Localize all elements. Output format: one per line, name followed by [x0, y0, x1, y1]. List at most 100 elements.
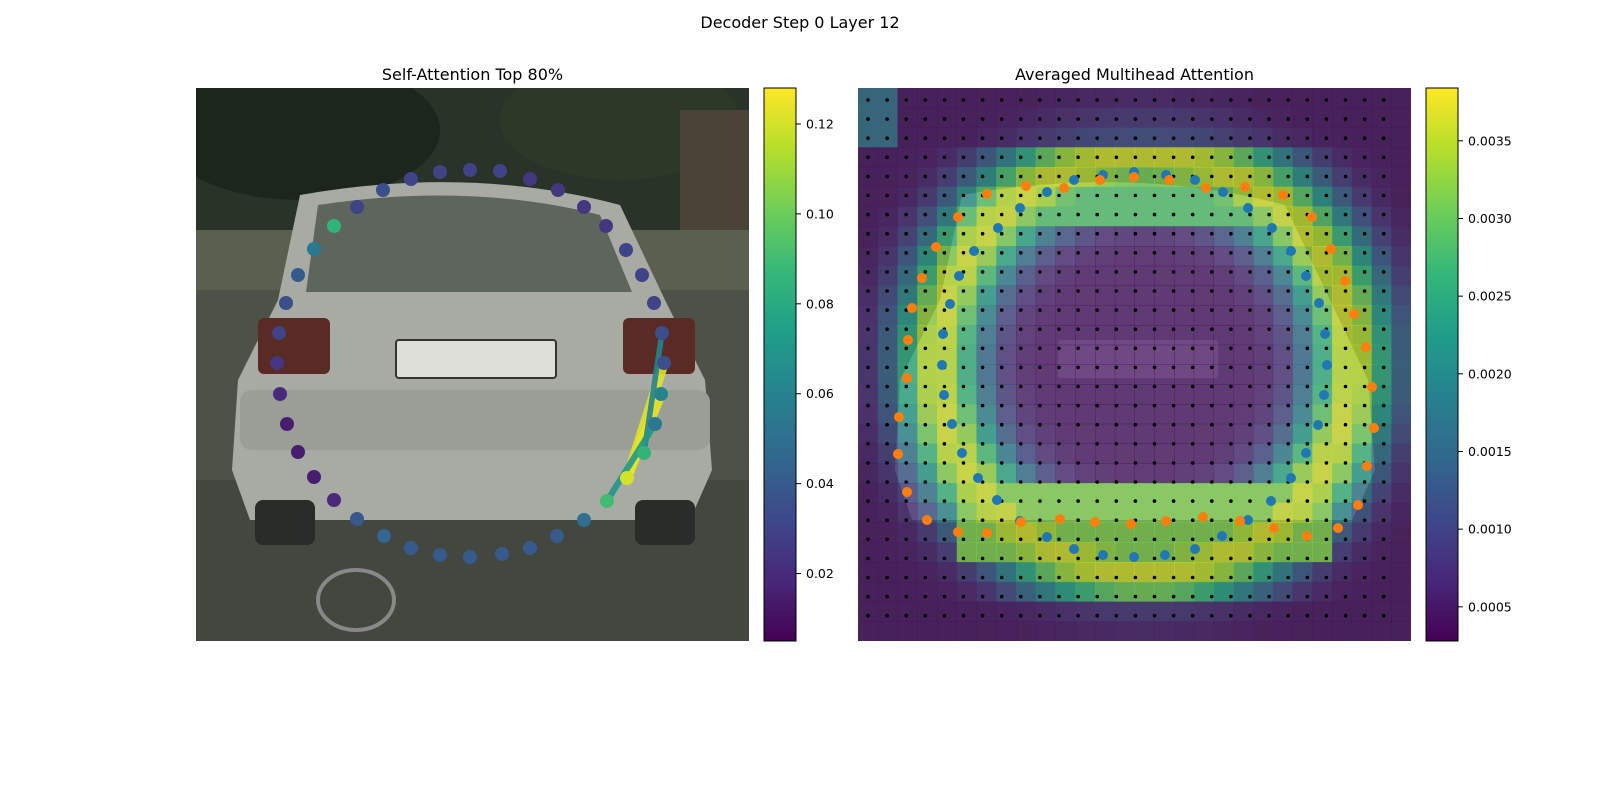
heatmap-cell	[1253, 364, 1274, 385]
grid-dot	[1057, 422, 1061, 427]
heatmap-cell	[1016, 581, 1037, 602]
heatmap-cell	[1371, 246, 1392, 267]
grid-dot	[1305, 384, 1310, 389]
heatmap-cell	[1233, 463, 1254, 484]
heatmap-cell	[1193, 246, 1214, 267]
heatmap-cell	[1075, 226, 1096, 247]
grid-dot	[1229, 308, 1233, 312]
grid-dot	[1133, 499, 1138, 503]
grid-dot	[1286, 289, 1290, 293]
reference-point	[947, 419, 957, 429]
grid-dot	[942, 518, 947, 522]
heatmap-cell	[877, 384, 898, 405]
grid-dot	[1267, 193, 1271, 198]
grid-dot	[1019, 231, 1023, 236]
heatmap-cell	[996, 167, 1017, 188]
heatmap-cell	[1391, 483, 1411, 504]
grid-dot	[980, 442, 985, 446]
heatmap-cell	[877, 265, 898, 286]
grid-dot	[1229, 117, 1233, 121]
grid-dot	[1057, 499, 1061, 503]
heatmap-cell	[858, 305, 879, 326]
query-point	[657, 356, 671, 370]
heatmap-cell	[1391, 463, 1411, 484]
heatmap-cell	[1095, 88, 1116, 109]
heatmap-cell	[897, 107, 918, 128]
heatmap-cell	[1292, 305, 1313, 326]
grid-dot	[1038, 231, 1042, 236]
grid-dot	[1114, 308, 1119, 312]
grid-dot	[866, 289, 870, 293]
heatmap-cell	[937, 127, 958, 148]
heatmap-cell	[1134, 562, 1155, 583]
grid-dot	[999, 251, 1004, 255]
heatmap-cell	[1075, 285, 1096, 306]
heatmap-cell	[1213, 384, 1234, 405]
heatmap-cell	[1193, 621, 1214, 641]
heatmap-cell	[858, 463, 879, 484]
heatmap-cell	[1055, 483, 1076, 504]
heatmap-cell	[1193, 384, 1214, 405]
grid-dot	[1343, 365, 1348, 370]
grid-dot	[1171, 422, 1176, 427]
grid-dot	[1362, 422, 1367, 427]
grid-dot	[980, 422, 985, 427]
heatmap-cell	[1292, 88, 1313, 109]
grid-dot	[866, 403, 870, 408]
grid-dot	[1038, 136, 1042, 140]
heatmap-cell	[1332, 463, 1353, 484]
heatmap-cell	[996, 186, 1017, 207]
grid-dot	[904, 270, 908, 274]
heatmap-cell	[1233, 364, 1254, 385]
grid-dot	[923, 231, 928, 236]
heatmap-cell	[1292, 127, 1313, 148]
grid-dot	[1095, 136, 1099, 140]
heatmap-cell	[1351, 226, 1372, 247]
grid-dot	[942, 575, 947, 580]
grid-dot	[1171, 384, 1176, 389]
grid-dot	[1248, 442, 1252, 446]
query-point	[350, 512, 364, 526]
grid-dot	[1038, 537, 1042, 542]
grid-dot	[1305, 442, 1310, 446]
grid-dot	[923, 155, 928, 160]
grid-dot	[885, 117, 889, 121]
heatmap-cell	[1213, 246, 1234, 267]
heatmap-cell	[937, 186, 958, 207]
colorbar-tick-label: 0.08	[806, 296, 834, 311]
grid-dot	[1343, 155, 1348, 160]
heatmap-cell	[1391, 621, 1411, 641]
grid-dot	[923, 346, 928, 351]
heatmap-cell	[1213, 502, 1234, 523]
heatmap-cell	[1213, 463, 1234, 484]
grid-dot	[1133, 270, 1138, 274]
grid-dot	[1362, 575, 1367, 580]
colorbar-tick-label: 0.04	[806, 476, 834, 491]
grid-dot	[942, 499, 947, 503]
grid-dot	[923, 461, 928, 465]
heatmap-cell	[937, 226, 958, 247]
grid-dot	[942, 461, 947, 465]
grid-dot	[1343, 537, 1348, 542]
heatmap-cell	[1154, 384, 1175, 405]
heatmap-cell	[1213, 562, 1234, 583]
grid-dot	[1114, 98, 1119, 102]
heatmap-cell	[1193, 463, 1214, 484]
heatmap-cell	[1114, 562, 1135, 583]
grid-dot	[1286, 422, 1290, 427]
heatmap-cell	[1391, 423, 1411, 444]
heatmap-cell	[1075, 443, 1096, 464]
heatmap-cell	[1035, 384, 1056, 405]
heatmap-cell	[897, 621, 918, 641]
heatmap-cell	[996, 364, 1017, 385]
heatmap-cell	[1351, 246, 1372, 267]
heatmap-cell	[976, 621, 997, 641]
heatmap-cell	[1174, 562, 1195, 583]
grid-dot	[866, 365, 870, 370]
grid-dot	[1229, 537, 1233, 542]
grid-dot	[1019, 422, 1023, 427]
heatmap-cell	[1035, 127, 1056, 148]
sampling-points	[893, 172, 1379, 541]
heatmap-cell	[996, 621, 1017, 641]
grid-dot	[1381, 270, 1386, 274]
